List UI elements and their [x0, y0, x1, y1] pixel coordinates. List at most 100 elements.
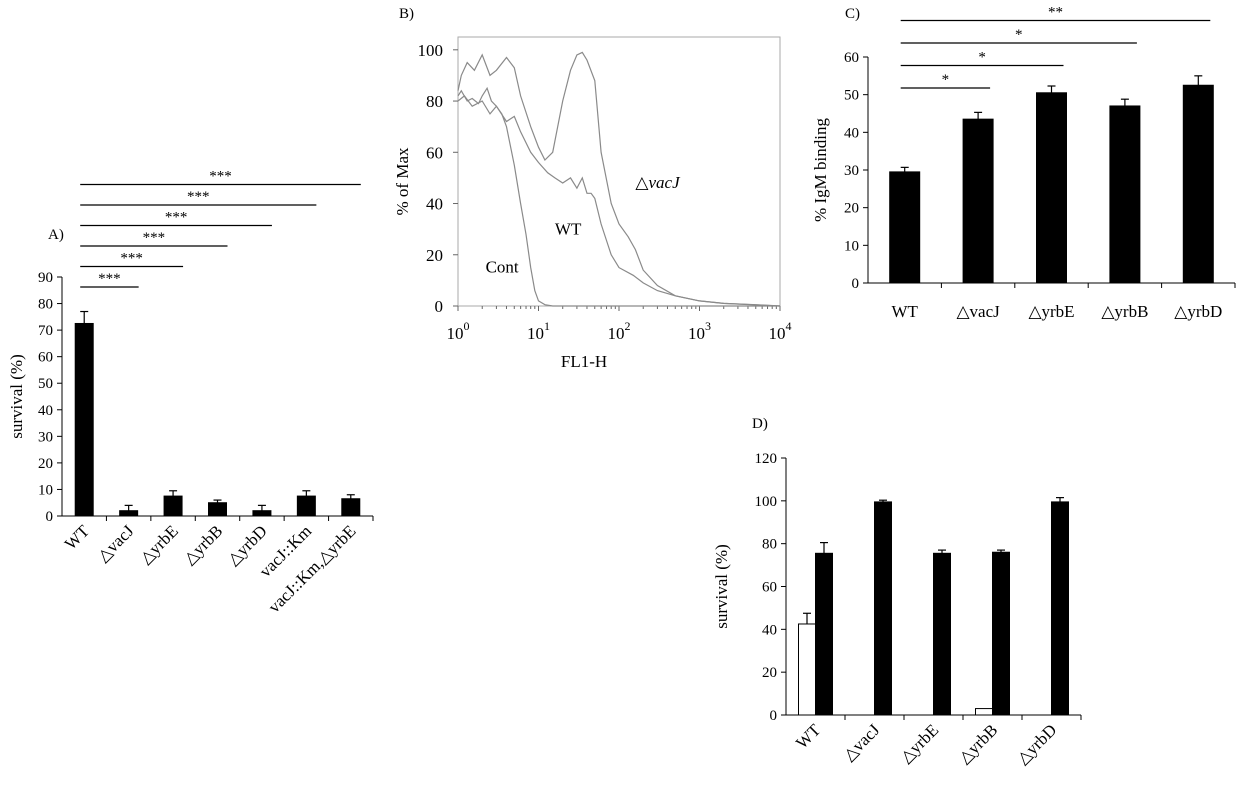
- y-tick-label: 20: [426, 246, 443, 265]
- curve-annotation: Cont: [486, 258, 519, 277]
- y-tick-label: 120: [755, 451, 778, 467]
- x-category-label: △yrbB: [955, 720, 1002, 767]
- x-tick-base: 10: [527, 324, 544, 343]
- y-tick-label: 0: [770, 708, 778, 724]
- y-tick-label: 70: [38, 323, 53, 339]
- y-tick-label: 30: [38, 429, 53, 445]
- panel-label: C): [845, 6, 860, 22]
- x-tick-label: 104: [769, 319, 792, 343]
- y-tick-label: 80: [38, 297, 53, 313]
- panel-label: B): [399, 6, 414, 22]
- y-tick-label: 40: [844, 125, 859, 141]
- bar: [962, 118, 994, 284]
- histogram-curve: [457, 95, 781, 307]
- y-axis-label: survival (%): [712, 544, 731, 629]
- y-tick-label: 60: [762, 580, 777, 596]
- x-category-label: △vacJ: [839, 720, 883, 764]
- histogram-curve: [457, 86, 780, 307]
- significance-marker: ***: [187, 189, 210, 205]
- y-axis-label: survival (%): [7, 354, 26, 439]
- y-tick-label: 20: [762, 665, 777, 681]
- x-tick-label: 102: [608, 319, 631, 343]
- x-category-label: △yrbE: [136, 521, 182, 567]
- bar: [798, 623, 816, 716]
- y-tick-label: 40: [38, 403, 53, 419]
- y-axis-label: % IgM binding: [811, 118, 830, 222]
- significance-marker: ***: [209, 169, 232, 185]
- bar: [992, 551, 1010, 716]
- curve-annotation: △vacJ: [635, 173, 681, 192]
- y-tick-label: 100: [418, 41, 444, 60]
- y-tick-label: 60: [844, 50, 859, 66]
- x-tick-exponent: 0: [464, 319, 470, 333]
- x-tick-exponent: 1: [544, 319, 550, 333]
- y-axis-label: % of Max: [393, 147, 412, 215]
- bar: [252, 510, 272, 517]
- bar: [889, 171, 921, 284]
- y-tick-label: 20: [38, 456, 53, 472]
- bar: [119, 510, 139, 517]
- histogram-curve: [457, 51, 781, 307]
- bar: [341, 498, 361, 517]
- significance-marker: *: [978, 50, 986, 66]
- bar: [163, 495, 183, 517]
- bar: [296, 495, 316, 517]
- significance-marker: **: [1048, 5, 1063, 21]
- panel-label: A): [48, 227, 64, 243]
- x-tick-base: 10: [688, 324, 705, 343]
- bar: [208, 502, 227, 517]
- x-category-label: △yrbE: [1028, 302, 1074, 321]
- y-tick-label: 0: [852, 276, 860, 292]
- x-tick-base: 10: [608, 324, 625, 343]
- x-category-label: △yrbE: [896, 720, 942, 766]
- y-tick-label: 0: [46, 509, 54, 525]
- y-tick-label: 100: [755, 494, 778, 510]
- x-tick-exponent: 4: [786, 319, 792, 333]
- bar: [815, 552, 833, 716]
- bar: [74, 322, 94, 517]
- x-tick-label: 103: [688, 319, 711, 343]
- bar: [1182, 84, 1214, 284]
- x-tick-exponent: 2: [625, 319, 631, 333]
- bar: [1109, 105, 1141, 284]
- significance-marker: *: [1015, 27, 1023, 43]
- y-tick-label: 30: [844, 163, 859, 179]
- x-category-label: △vacJ: [93, 521, 137, 565]
- bar: [874, 501, 892, 716]
- y-tick-label: 20: [844, 201, 859, 217]
- x-axis-label: FL1-H: [561, 352, 607, 371]
- x-category-label: WT: [891, 302, 918, 321]
- x-category-label: △yrbB: [180, 521, 227, 568]
- y-tick-label: 60: [38, 350, 53, 366]
- x-category-label: △yrbD: [1013, 720, 1060, 767]
- significance-marker: ***: [98, 271, 121, 287]
- significance-marker: ***: [165, 210, 188, 226]
- y-tick-label: 40: [426, 195, 443, 214]
- y-tick-label: 60: [426, 143, 443, 162]
- x-tick-label: 101: [527, 319, 550, 343]
- x-tick-base: 10: [769, 324, 786, 343]
- y-tick-label: 90: [38, 270, 53, 286]
- x-category-label: △yrbD: [1174, 302, 1222, 321]
- significance-marker: ***: [143, 230, 166, 246]
- curve-annotation: WT: [555, 219, 582, 238]
- x-category-label: WT: [61, 521, 94, 554]
- x-category-label: WT: [792, 720, 825, 753]
- x-category-label: △yrbB: [1101, 302, 1148, 321]
- bar: [1051, 501, 1069, 716]
- panel-label: D): [752, 416, 768, 432]
- x-tick-base: 10: [447, 324, 464, 343]
- significance-marker: *: [942, 72, 950, 88]
- x-category-label: △vacJ: [956, 302, 1000, 321]
- y-tick-label: 50: [38, 376, 53, 392]
- bar: [975, 708, 993, 716]
- y-tick-label: 40: [762, 622, 777, 638]
- y-tick-label: 0: [435, 297, 444, 316]
- significance-marker: ***: [120, 251, 143, 267]
- y-tick-label: 10: [844, 238, 859, 254]
- x-tick-exponent: 3: [705, 319, 711, 333]
- y-tick-label: 80: [762, 537, 777, 553]
- y-tick-label: 80: [426, 92, 443, 111]
- y-tick-label: 50: [844, 88, 859, 104]
